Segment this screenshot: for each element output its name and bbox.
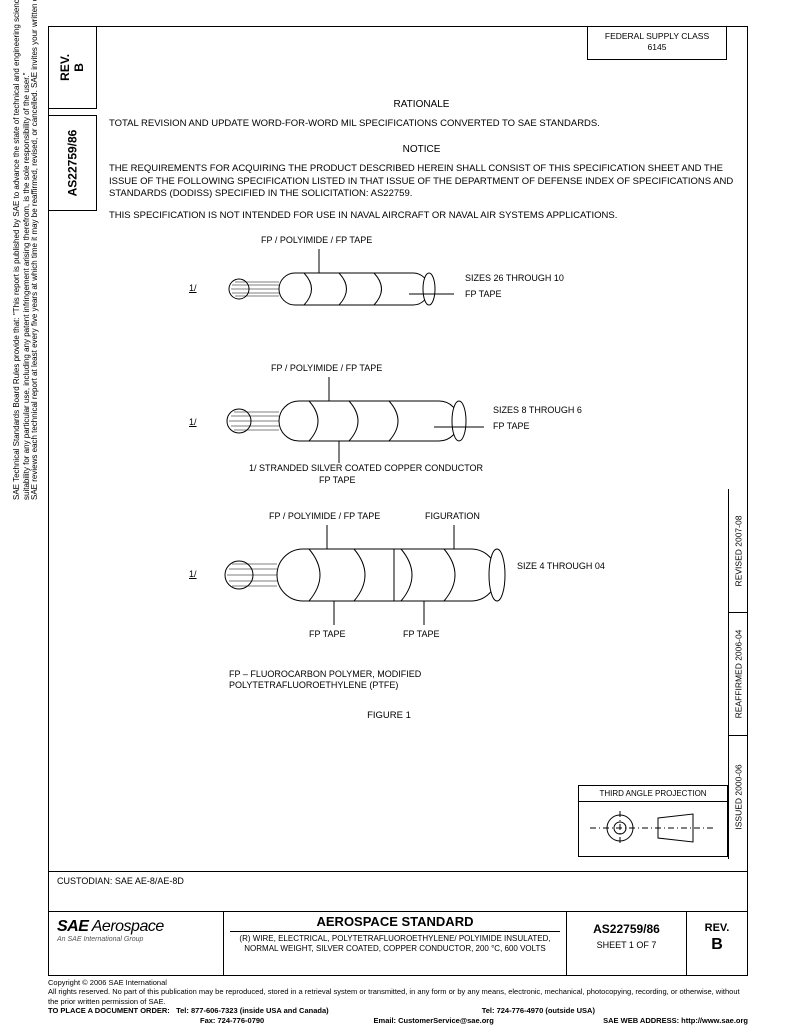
- rev-reaffirmed: REAFFIRMED 2006-04: [734, 630, 744, 719]
- rev-label: REV.: [691, 922, 743, 934]
- fp-definition: FP – FLUOROCARBON POLYMER, MODIFIED POLY…: [229, 669, 489, 692]
- label-tape-2: FP / POLYIMIDE / FP TAPE: [271, 363, 382, 373]
- label-fptape-3a: FP TAPE: [309, 629, 346, 639]
- heading-rationale: RATIONALE: [109, 99, 734, 110]
- wire-svg-2: [219, 377, 509, 467]
- logo-cell: SAESAE Aerospace Aerospace An SAE Intern…: [49, 912, 224, 975]
- sidebar-spec-number: AS22759/86: [66, 130, 80, 197]
- sidebar-rev-label: REV.: [58, 54, 72, 81]
- ref-1: 1/: [189, 283, 197, 293]
- center-title: AEROSPACE STANDARD: [230, 914, 560, 932]
- label-sizes-2: SIZES 8 THROUGH 6: [493, 405, 582, 415]
- label-figuration: FIGURATION: [425, 511, 480, 521]
- footer-rights: All rights reserved. No part of this pub…: [48, 987, 748, 1006]
- label-sizes-3: SIZE 4 THROUGH 04: [517, 561, 605, 571]
- label-fptape-3b: FP TAPE: [403, 629, 440, 639]
- ref-2: 1/: [189, 417, 197, 427]
- footer-order-label: TO PLACE A DOCUMENT ORDER:: [48, 1006, 170, 1015]
- third-angle-projection-box: THIRD ANGLE PROJECTION: [578, 785, 728, 857]
- footer-tel2: Tel: 724-776-4970 (outside USA): [482, 1006, 595, 1015]
- titleblock-spec: AS22759/86 SHEET 1 OF 7: [567, 912, 687, 975]
- rev-issued: ISSUED 2000-06: [734, 764, 744, 829]
- label-tape-3: FP / POLYIMIDE / FP TAPE: [269, 511, 380, 521]
- para-notice: THE REQUIREMENTS FOR ACQUIRING THE PRODU…: [109, 163, 734, 200]
- label-sizes-1: SIZES 26 THROUGH 10: [465, 273, 564, 283]
- heading-notice: NOTICE: [109, 144, 734, 155]
- figure-area: FP / POLYIMIDE / FP TAPE 1/ SI: [169, 235, 669, 721]
- sidebar-rev-box: REV. B: [49, 27, 97, 109]
- center-description: (R) WIRE, ELECTRICAL, POLYTETRAFLUOROETH…: [230, 934, 560, 953]
- rev-letter: B: [691, 936, 743, 954]
- revision-strip: REVISED 2007-08 REAFFIRMED 2006-04 ISSUE…: [728, 489, 748, 859]
- tap-symbol: [579, 802, 727, 854]
- page-footer: Copyright © 2006 SAE International All r…: [48, 978, 748, 1025]
- title-block: SAESAE Aerospace Aerospace An SAE Intern…: [49, 911, 747, 975]
- sidebar-rev-letter: B: [73, 63, 87, 72]
- titleblock-center: AEROSPACE STANDARD (R) WIRE, ELECTRICAL,…: [224, 912, 567, 975]
- footer-fax: Fax: 724-776-0790: [200, 1016, 264, 1025]
- sidebar-spec-box: AS22759/86: [49, 115, 97, 211]
- footer-tel1: Tel: 877-606-7323 (inside USA and Canada…: [176, 1006, 329, 1015]
- tap-label: THIRD ANGLE PROJECTION: [579, 786, 727, 802]
- legal-text-2: SAE reviews each technical report at lea…: [30, 0, 40, 500]
- titleblock-rev: REV. B: [687, 912, 747, 975]
- footer-web: SAE WEB ADDRESS: http://www.sae.org: [603, 1016, 748, 1025]
- label-fptape-2b: FP TAPE: [319, 475, 356, 485]
- wire-svg-1: [219, 249, 479, 319]
- label-fptape-2: FP TAPE: [493, 421, 530, 431]
- para-naval: THIS SPECIFICATION IS NOT INTENDED FOR U…: [109, 210, 734, 222]
- content-area: RATIONALE TOTAL REVISION AND UPDATE WORD…: [109, 37, 734, 721]
- logo-text: SAESAE Aerospace Aerospace: [57, 918, 215, 936]
- page-frame: REV. B AS22759/86 FEDERAL SUPPLY CLASS 6…: [48, 26, 748, 976]
- wire-diagram-3: FP / POLYIMIDE / FP TAPE FIGURATION 1/: [169, 511, 669, 651]
- label-tape-1: FP / POLYIMIDE / FP TAPE: [261, 235, 372, 245]
- legal-text-1: SAE Technical Standards Board Rules prov…: [12, 0, 32, 500]
- footer-email: Email: CustomerService@sae.org: [374, 1016, 494, 1025]
- ref-3: 1/: [189, 569, 197, 579]
- spec-number: AS22759/86: [571, 922, 682, 936]
- figure-caption: FIGURE 1: [109, 710, 669, 721]
- para-rationale: TOTAL REVISION AND UPDATE WORD-FOR-WORD …: [109, 118, 734, 130]
- wire-svg-3: [219, 525, 539, 635]
- footer-copyright: Copyright © 2006 SAE International: [48, 978, 748, 987]
- rev-revised: REVISED 2007-08: [734, 515, 744, 586]
- label-fptape-1: FP TAPE: [465, 289, 502, 299]
- label-conductor: 1/ STRANDED SILVER COATED COPPER CONDUCT…: [249, 463, 483, 473]
- logo-subtitle: An SAE International Group: [57, 936, 215, 943]
- sheet-number: SHEET 1 OF 7: [571, 940, 682, 950]
- wire-diagram-2: FP / POLYIMIDE / FP TAPE 1/: [169, 363, 669, 493]
- wire-diagram-1: FP / POLYIMIDE / FP TAPE 1/ SI: [169, 235, 669, 345]
- custodian-row: CUSTODIAN: SAE AE-8/AE-8D: [49, 871, 747, 891]
